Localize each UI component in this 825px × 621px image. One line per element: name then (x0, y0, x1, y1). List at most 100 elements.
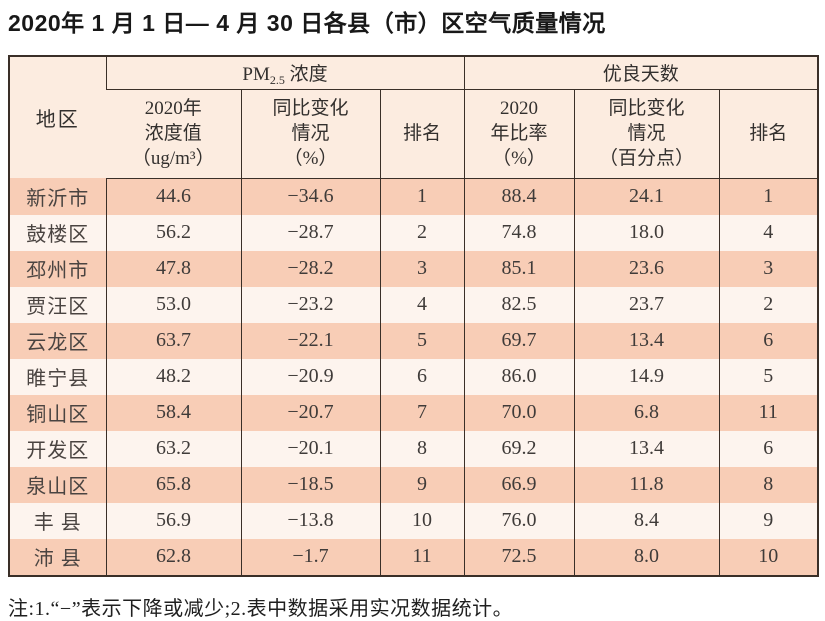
value-cell: 9 (718, 502, 819, 539)
value-cell: 6 (718, 430, 819, 467)
table-row: 云龙区 63.7 −22.1 5 69.7 13.4 6 (9, 322, 819, 359)
value-cell: 86.0 (463, 358, 575, 395)
value-cell: 6 (379, 358, 465, 395)
value-cell: 4 (379, 286, 465, 323)
value-cell: 2 (379, 214, 465, 251)
table-row: 泉山区 65.8 −18.5 9 66.9 11.8 8 (9, 466, 819, 503)
region-cell: 丰 县 (9, 502, 106, 539)
header-sub-row: 2020年 浓度值 （ug/m³） 同比变化 情况 （%） 排名 2020 年比… (9, 89, 819, 179)
value-cell: 82.5 (463, 286, 575, 323)
pm25-label-subscript: 2.5 (269, 73, 285, 88)
header-group-good-days: 优良天数 (463, 55, 819, 90)
value-cell: 9 (379, 466, 465, 503)
region-cell: 邳州市 (9, 250, 106, 287)
value-cell: 23.7 (573, 286, 720, 323)
value-cell: 5 (379, 322, 465, 359)
value-cell: 56.9 (105, 502, 241, 539)
value-cell: 47.8 (105, 250, 241, 287)
value-cell: 58.4 (105, 394, 241, 431)
value-cell: −23.2 (240, 286, 380, 323)
value-cell: 56.2 (105, 214, 241, 251)
value-cell: 23.6 (573, 250, 720, 287)
region-cell: 开发区 (9, 430, 106, 467)
value-cell: 53.0 (105, 286, 241, 323)
region-cell: 鼓楼区 (9, 214, 106, 251)
value-cell: 4 (718, 214, 819, 251)
value-cell: 10 (718, 538, 819, 576)
value-cell: −22.1 (240, 322, 380, 359)
header-rank-good-days: 排名 (718, 89, 819, 179)
value-cell: −20.7 (240, 394, 380, 431)
header-rank-pm25: 排名 (379, 89, 465, 179)
value-cell: 7 (379, 394, 465, 431)
value-cell: −18.5 (240, 466, 380, 503)
value-cell: 85.1 (463, 250, 575, 287)
table-row: 开发区 63.2 −20.1 8 69.2 13.4 6 (9, 430, 819, 467)
value-cell: −1.7 (240, 538, 380, 576)
value-cell: 6 (718, 322, 819, 359)
value-cell: 69.7 (463, 322, 575, 359)
pm25-label-prefix: PM (242, 64, 270, 86)
value-cell: 18.0 (573, 214, 720, 251)
region-cell: 新沂市 (9, 178, 106, 215)
header-ratio-2020: 2020 年比率 （%） (463, 89, 575, 179)
value-cell: 6.8 (573, 394, 720, 431)
value-cell: 11 (718, 394, 819, 431)
value-cell: 8.0 (573, 538, 720, 576)
value-cell: 3 (718, 250, 819, 287)
value-cell: 3 (379, 250, 465, 287)
table-row: 鼓楼区 56.2 −28.7 2 74.8 18.0 4 (9, 214, 819, 251)
page-title: 2020年 1 月 1 日— 4 月 30 日各县（市）区空气质量情况 (8, 10, 606, 36)
air-quality-table: 地区 PM2.5 浓度 优良天数 2020年 浓度值 （ug/m³） 同比变化 … (8, 54, 820, 577)
region-cell: 泉山区 (9, 466, 106, 503)
value-cell: 48.2 (105, 358, 241, 395)
value-cell: 66.9 (463, 466, 575, 503)
header-yoy-change-points: 同比变化 情况 （百分点） (573, 89, 720, 179)
table-row: 新沂市 44.6 −34.6 1 88.4 24.1 1 (9, 178, 819, 215)
region-cell: 贾汪区 (9, 286, 106, 323)
region-cell: 铜山区 (9, 394, 106, 431)
table-row: 沛 县 62.8 −1.7 11 72.5 8.0 10 (9, 538, 819, 576)
table-row: 邳州市 47.8 −28.2 3 85.1 23.6 3 (9, 250, 819, 287)
value-cell: −34.6 (240, 178, 380, 215)
region-cell: 沛 县 (9, 538, 106, 576)
value-cell: 2 (718, 286, 819, 323)
pm25-label-suffix: 浓度 (284, 64, 328, 86)
value-cell: 44.6 (105, 178, 241, 215)
value-cell: 70.0 (463, 394, 575, 431)
value-cell: −13.8 (240, 502, 380, 539)
value-cell: 10 (379, 502, 465, 539)
value-cell: 8 (718, 466, 819, 503)
value-cell: −28.2 (240, 250, 380, 287)
table-row: 睢宁县 48.2 −20.9 6 86.0 14.9 5 (9, 358, 819, 395)
value-cell: 11.8 (573, 466, 720, 503)
table-row: 铜山区 58.4 −20.7 7 70.0 6.8 11 (9, 394, 819, 431)
region-cell: 睢宁县 (9, 358, 106, 395)
value-cell: 76.0 (463, 502, 575, 539)
header-yoy-change-pct: 同比变化 情况 （%） (240, 89, 380, 179)
header-region: 地区 (9, 55, 106, 179)
footnote: 注:1.“−”表示下降或减少;2.表中数据采用实况数据统计。 (8, 597, 514, 620)
value-cell: 62.8 (105, 538, 241, 576)
value-cell: 8 (379, 430, 465, 467)
value-cell: 72.5 (463, 538, 575, 576)
header-group-row: 地区 PM2.5 浓度 优良天数 (9, 55, 819, 179)
value-cell: 63.7 (105, 322, 241, 359)
value-cell: −20.1 (240, 430, 380, 467)
table-row: 贾汪区 53.0 −23.2 4 82.5 23.7 2 (9, 286, 819, 323)
value-cell: 1 (379, 178, 465, 215)
value-cell: −20.9 (240, 358, 380, 395)
value-cell: 65.8 (105, 466, 241, 503)
value-cell: 14.9 (573, 358, 720, 395)
value-cell: 88.4 (463, 178, 575, 215)
value-cell: 63.2 (105, 430, 241, 467)
value-cell: 1 (718, 178, 819, 215)
value-cell: 8.4 (573, 502, 720, 539)
table-row: 丰 县 56.9 −13.8 10 76.0 8.4 9 (9, 502, 819, 539)
value-cell: −28.7 (240, 214, 380, 251)
header-group-pm25: PM2.5 浓度 (105, 55, 465, 90)
value-cell: 11 (379, 538, 465, 576)
header-concentration-2020: 2020年 浓度值 （ug/m³） (106, 89, 241, 179)
region-cell: 云龙区 (9, 322, 106, 359)
